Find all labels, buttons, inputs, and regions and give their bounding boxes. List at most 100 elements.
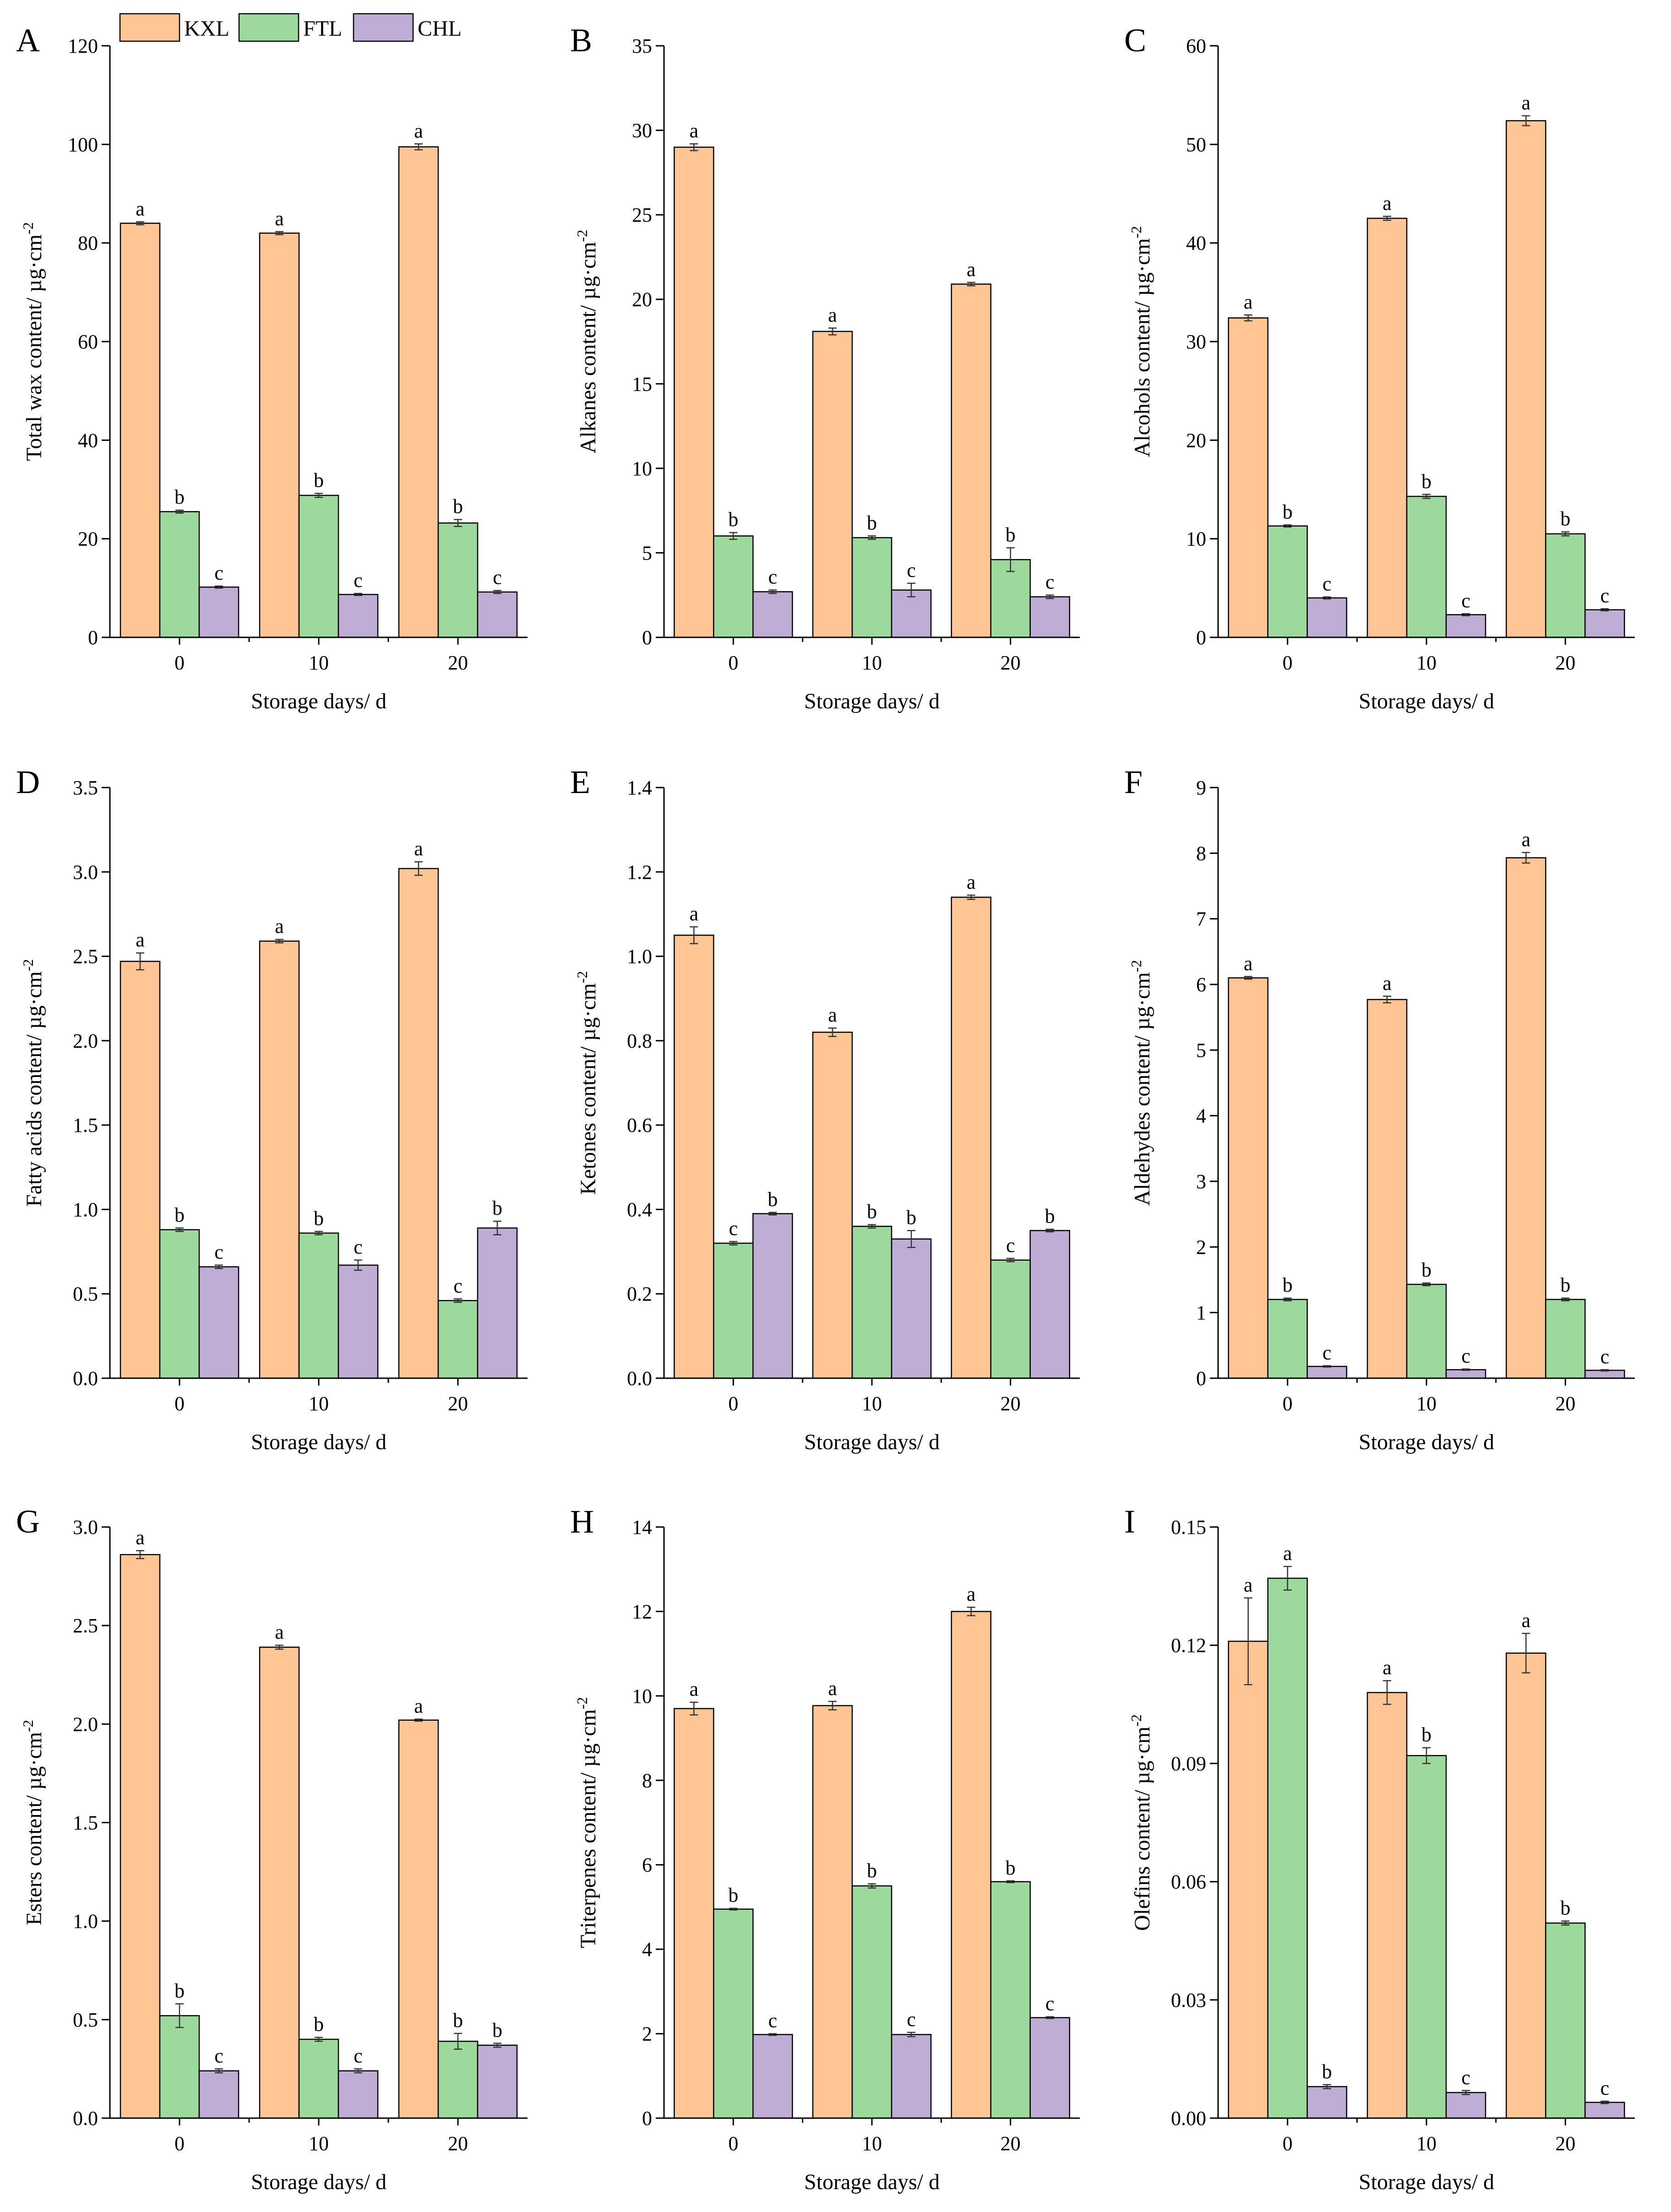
- significance-letter: a: [1522, 92, 1531, 114]
- significance-letter: a: [1383, 1657, 1392, 1679]
- significance-letter: c: [1045, 1993, 1055, 2015]
- bar-kxl: [1366, 999, 1408, 1379]
- significance-letter: c: [1045, 571, 1055, 593]
- panel-d: D 0.0 0.5 1.0 1.5 2.0 2.5 3.0 3.5 a b c 0 a b c 10 a c b 20 S…: [16, 764, 528, 1454]
- legend-label-ftl: FTL: [303, 16, 342, 41]
- bar-chl: [1029, 596, 1070, 638]
- significance-letter: c: [907, 2008, 916, 2031]
- significance-letter: b: [1421, 470, 1432, 493]
- significance-letter: c: [214, 1241, 223, 1263]
- y-tick-label: 14: [632, 1516, 652, 1538]
- panel-a: A 0 20 40 60 80 100 120 a b c 0 a b c 10 a b c 20 Storage da…: [16, 22, 528, 713]
- x-tick-label: 20: [1555, 652, 1575, 674]
- bar-ftl: [1406, 495, 1447, 638]
- y-tick-label: 20: [78, 528, 98, 550]
- panel-b: B 0 5 10 15 20 25 30 35 a b c 0 a b c 10 a b c 20 Storage day…: [570, 22, 1080, 713]
- bar-chl: [891, 2034, 932, 2119]
- bar-kxl: [1506, 1652, 1546, 2119]
- x-tick-label: 20: [1555, 1392, 1575, 1415]
- bar-kxl: [812, 331, 853, 638]
- significance-letter: b: [867, 1859, 877, 1882]
- bar-ftl: [990, 559, 1031, 638]
- y-axis-label: Ketones content/ µg·cm-2: [574, 971, 600, 1195]
- significance-letter: a: [136, 929, 145, 951]
- significance-letter: b: [1006, 523, 1016, 546]
- significance-letter: c: [1461, 1345, 1470, 1367]
- y-tick-label: 6: [1196, 973, 1206, 996]
- significance-letter: c: [907, 559, 916, 582]
- significance-letter: b: [314, 1207, 324, 1229]
- bar-ftl: [713, 1242, 754, 1379]
- x-axis-label: Storage days/ d: [251, 689, 386, 713]
- x-tick-label: 20: [1555, 2132, 1575, 2155]
- y-tick-label: 0.03: [1171, 1989, 1206, 2011]
- y-tick-label: 3: [1196, 1170, 1206, 1193]
- significance-letter: c: [729, 1217, 738, 1239]
- y-tick-label: 0.00: [1171, 2107, 1206, 2130]
- bar-kxl: [398, 868, 439, 1379]
- significance-letter: c: [1600, 2077, 1610, 2099]
- bar-kxl: [812, 1705, 853, 2119]
- bar-chl: [752, 2034, 793, 2119]
- significance-letter: b: [1560, 1897, 1570, 1919]
- significance-letter: a: [136, 197, 145, 220]
- significance-letter: c: [1323, 573, 1332, 595]
- x-tick-label: 10: [862, 652, 882, 674]
- bar-ftl: [298, 495, 339, 638]
- y-tick-label: 0: [1196, 1367, 1206, 1390]
- bar-ftl: [1545, 1922, 1586, 2119]
- significance-letter: c: [1006, 1234, 1015, 1256]
- bar-kxl: [951, 897, 991, 1379]
- bar-kxl: [1506, 857, 1546, 1379]
- significance-letter: b: [767, 1188, 778, 1211]
- significance-letter: a: [414, 120, 423, 142]
- y-tick-label: 0: [642, 2107, 652, 2130]
- y-tick-label: 2: [642, 2023, 652, 2045]
- bar-kxl: [1366, 1692, 1408, 2119]
- bar-chl: [1306, 2086, 1347, 2119]
- bar-chl: [1445, 614, 1486, 638]
- y-tick-label: 0: [1196, 626, 1206, 649]
- significance-letter: a: [136, 1527, 145, 1549]
- y-tick-label: 50: [1186, 133, 1206, 156]
- significance-letter: b: [867, 512, 877, 534]
- y-axis-label: Esters content/ µg·cm-2: [20, 1720, 46, 1925]
- y-tick-label: 60: [78, 331, 98, 353]
- y-tick-label: 0: [88, 626, 98, 649]
- significance-letter: b: [1045, 1205, 1055, 1228]
- x-tick-label: 10: [862, 1392, 882, 1415]
- panel-label-c: C: [1124, 22, 1146, 59]
- x-tick-label: 0: [1283, 652, 1293, 674]
- y-tick-label: 10: [632, 1685, 652, 1707]
- y-tick-label: 0.4: [627, 1198, 652, 1221]
- y-tick-label: 0.2: [627, 1283, 652, 1305]
- x-tick-label: 0: [174, 1392, 185, 1415]
- x-tick-label: 0: [728, 652, 738, 674]
- significance-letter: a: [690, 902, 699, 925]
- bar-kxl: [120, 223, 161, 638]
- bar-kxl: [120, 961, 161, 1379]
- x-tick-label: 20: [448, 1392, 468, 1415]
- y-axis-label: Total wax content/ µg·cm-2: [20, 222, 46, 461]
- bar-kxl: [259, 940, 300, 1379]
- significance-letter: b: [174, 1204, 185, 1226]
- bar-chl: [477, 1227, 518, 1379]
- y-tick-label: 30: [632, 120, 652, 142]
- y-tick-label: 3.0: [73, 861, 98, 883]
- y-tick-label: 1.0: [627, 946, 652, 968]
- significance-letter: c: [1461, 2066, 1470, 2089]
- y-axis-label: Triterpenes content/ µg·cm-2: [574, 1697, 600, 1948]
- y-tick-label: 25: [632, 204, 652, 226]
- x-tick-label: 10: [862, 2132, 882, 2155]
- bar-kxl: [812, 1032, 853, 1379]
- y-tick-label: 40: [78, 429, 98, 451]
- panel-e: E 0.0 0.2 0.4 0.6 0.8 1.0 1.2 1.4 a c b 0 a b b 10 a c b 20 S…: [570, 764, 1080, 1454]
- y-tick-label: 15: [632, 373, 652, 395]
- x-tick-label: 0: [728, 2132, 738, 2155]
- bar-ftl: [159, 2015, 200, 2119]
- bar-kxl: [398, 146, 439, 638]
- significance-letter: b: [867, 1201, 877, 1223]
- x-tick-label: 0: [1283, 2132, 1293, 2155]
- y-tick-label: 0.06: [1171, 1871, 1206, 1893]
- bar-chl: [477, 591, 518, 638]
